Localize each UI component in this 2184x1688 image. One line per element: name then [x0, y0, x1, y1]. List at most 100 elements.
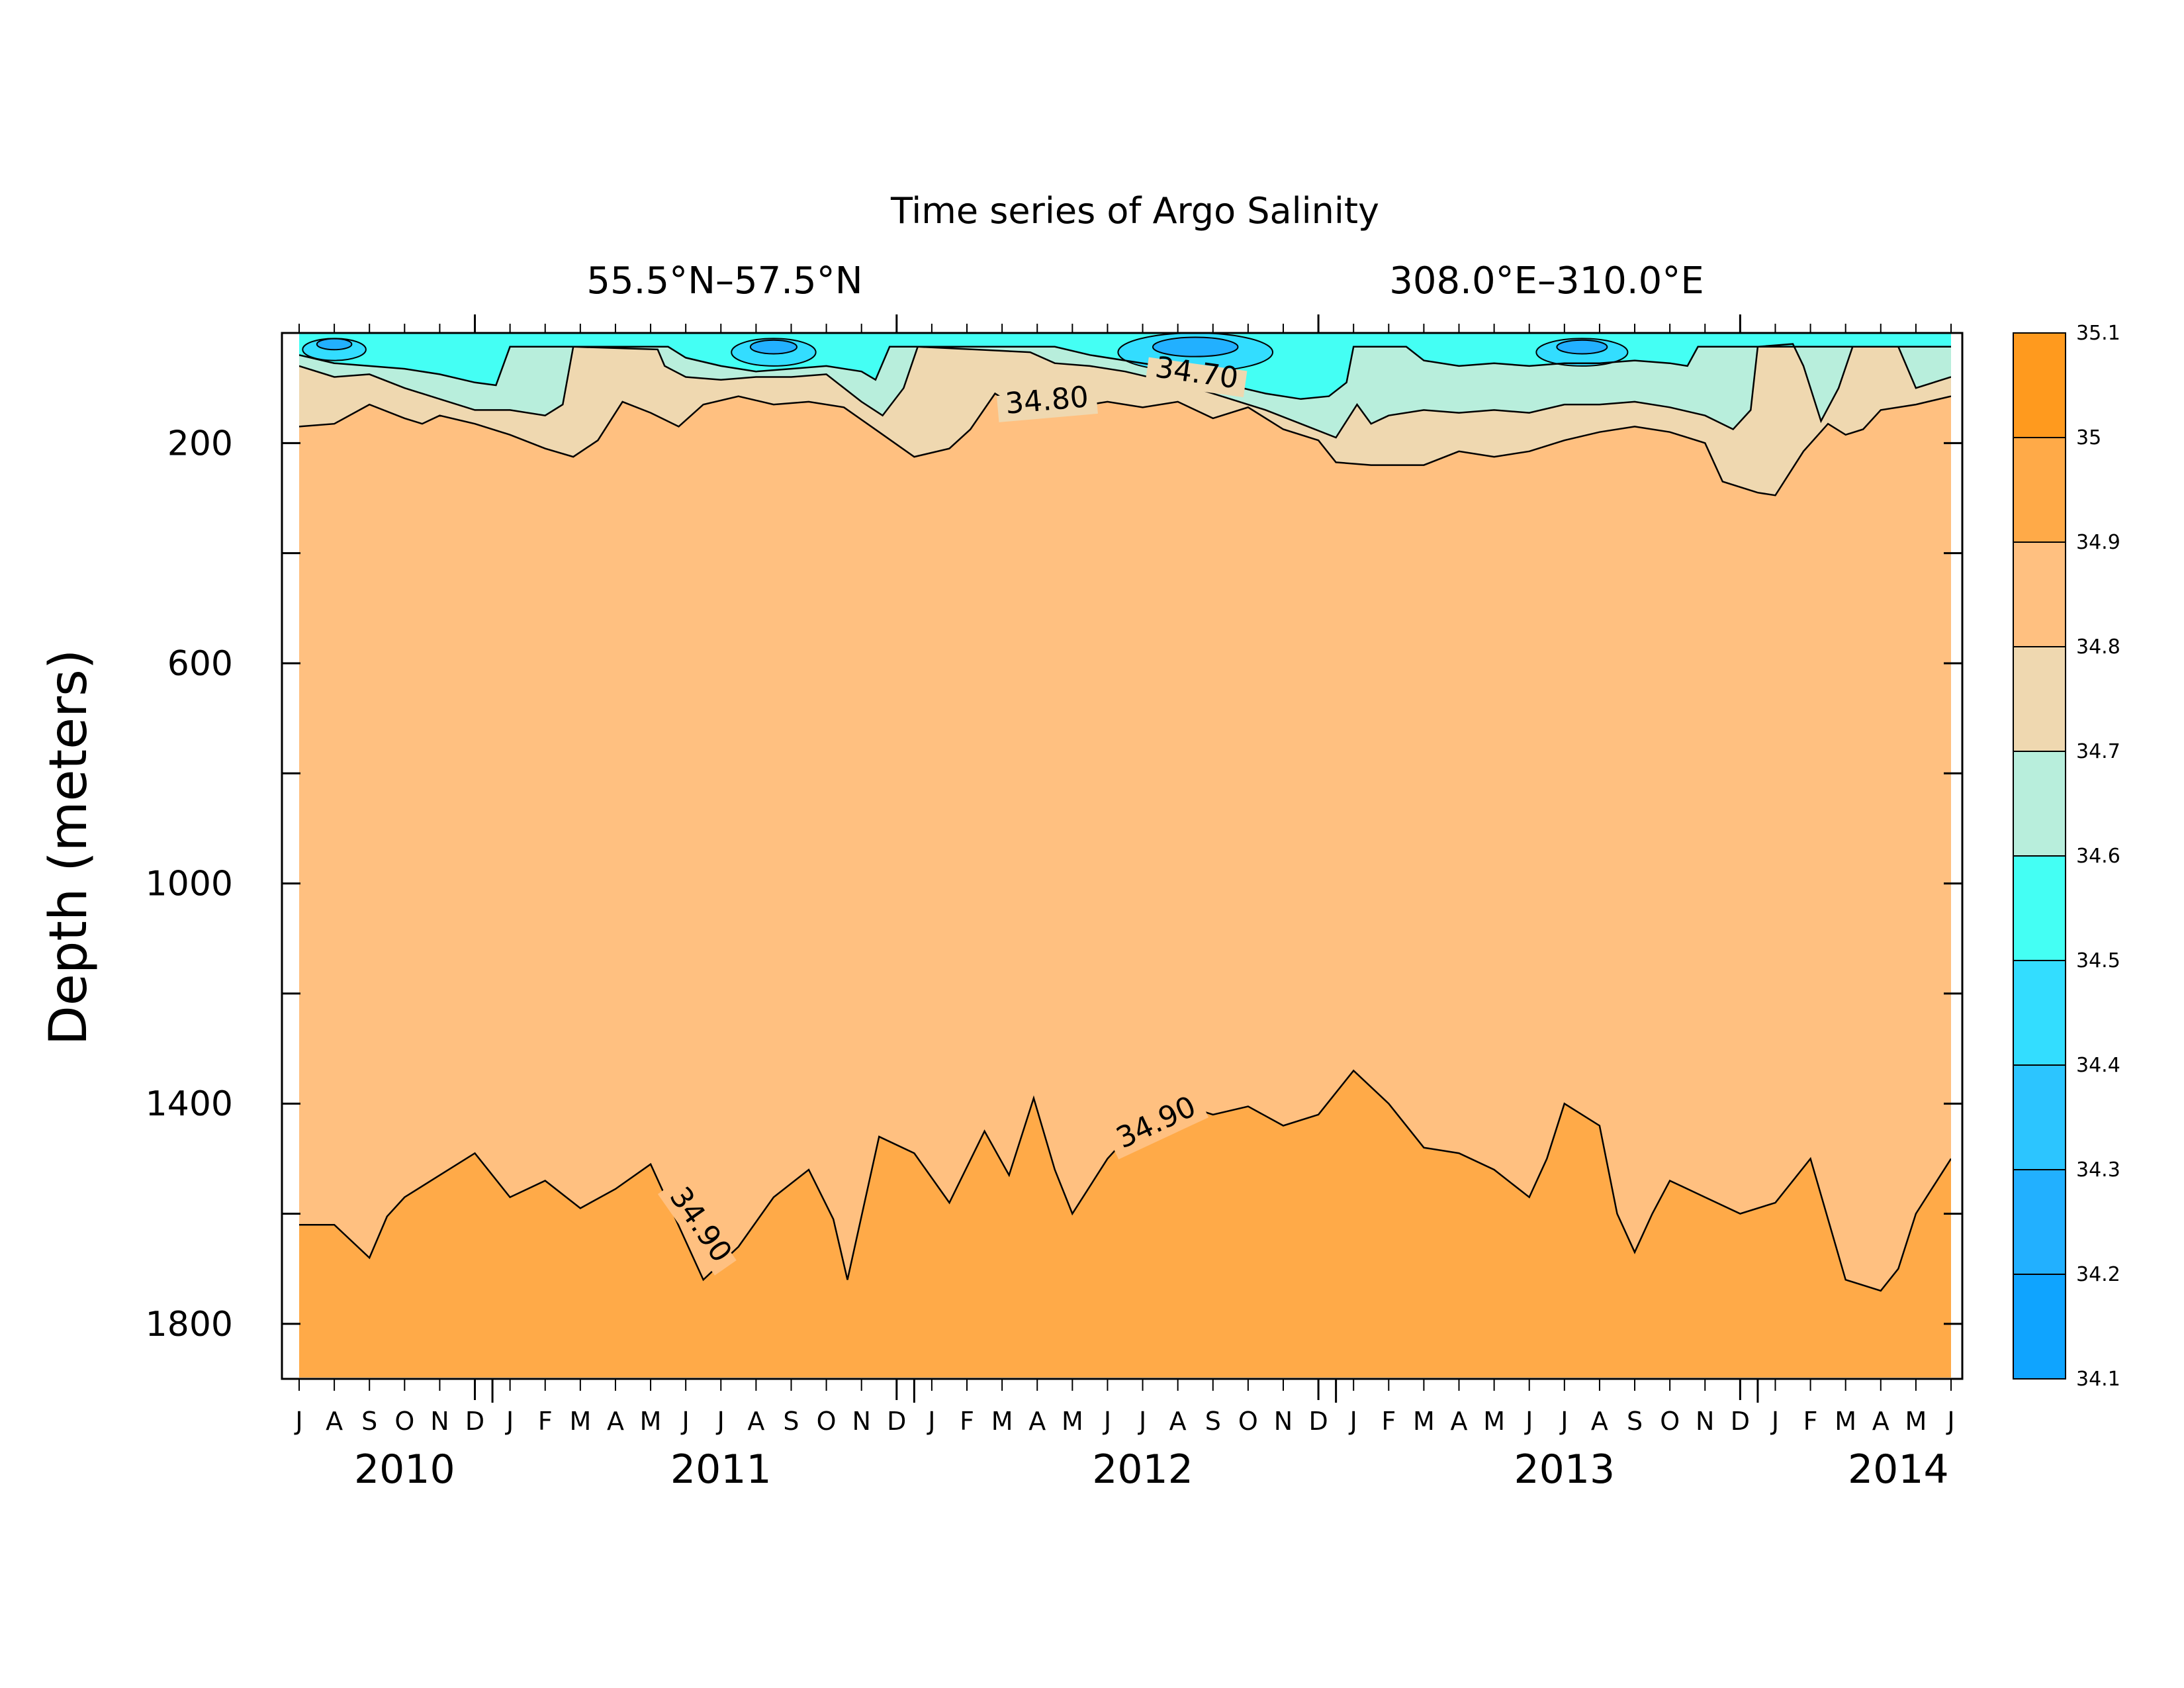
contour-fills: [299, 333, 1951, 1378]
colorbar-tick-label: 34.4: [2076, 1054, 2120, 1077]
chart-title: Time series of Argo Salinity: [890, 190, 1379, 232]
x-month-label: S: [1205, 1407, 1221, 1436]
x-month-label: J: [1103, 1407, 1111, 1436]
isoline-34.70: [299, 343, 1951, 439]
x-month-label: M: [1905, 1407, 1927, 1436]
x-month-label: M: [1062, 1407, 1083, 1436]
x-month-label: M: [569, 1407, 591, 1436]
y-tick-label: 1800: [146, 1305, 233, 1344]
longitude-range-label: 308.0°E–310.0°E: [1389, 259, 1704, 303]
colorbar-tick-label: 34.9: [2076, 531, 2120, 554]
x-month-label: S: [783, 1407, 799, 1436]
colorbar-swatch: [2013, 751, 2066, 857]
colorbar-tick-label: 35.1: [2076, 322, 2120, 345]
x-month-label: N: [1274, 1407, 1293, 1436]
contour-label-bg: [1107, 1093, 1209, 1160]
x-year-label: 2010: [354, 1446, 455, 1493]
x-month-label: A: [1169, 1407, 1187, 1436]
y-tick-label: 1000: [146, 865, 233, 904]
colorbar-swatch: [2013, 541, 2066, 647]
x-month-label: A: [1028, 1407, 1046, 1436]
x-month-label: O: [1660, 1407, 1680, 1436]
x-year-label: 2014: [1848, 1446, 1949, 1493]
colorbar-tick-label: 35: [2076, 426, 2101, 449]
x-month-label: A: [607, 1407, 624, 1436]
x-month-label: D: [1731, 1407, 1750, 1436]
x-year-label: 2012: [1092, 1446, 1193, 1493]
x-month-label: J: [1770, 1407, 1779, 1436]
latitude-range-label: 55.5°N–57.5°N: [586, 259, 862, 303]
x-month-label: M: [1483, 1407, 1505, 1436]
contour-label-bg: [657, 1178, 737, 1276]
isoline-34.80: [299, 392, 1951, 496]
low-salinity-core-0: [316, 338, 353, 351]
x-month-label: A: [747, 1407, 764, 1436]
x-month-label: J: [294, 1407, 302, 1436]
colorbar-tick-label: 34.1: [2076, 1368, 2120, 1391]
x-month-label: J: [1946, 1407, 1954, 1436]
x-month-label: J: [1524, 1407, 1533, 1436]
x-month-label: D: [1308, 1407, 1328, 1436]
colorbar-swatch: [2013, 855, 2066, 961]
x-month-label: F: [1381, 1407, 1396, 1436]
x-month-label: J: [927, 1407, 935, 1436]
x-year-label: 2011: [670, 1446, 772, 1493]
colorbar-swatch: [2013, 1274, 2066, 1380]
x-month-label: F: [1803, 1407, 1818, 1436]
x-month-label: M: [1835, 1407, 1856, 1436]
colorbar-tick-label: 34.7: [2076, 740, 2120, 763]
low-salinity-core-3: [1556, 339, 1608, 355]
x-month-label: M: [640, 1407, 662, 1436]
colorbar-tick-label: 34.8: [2076, 635, 2120, 659]
colorbar-tick-label: 34.3: [2076, 1158, 2120, 1182]
x-month-label: O: [1238, 1407, 1258, 1436]
colorbar-swatch: [2013, 1064, 2066, 1170]
x-month-label: O: [394, 1407, 414, 1436]
isoline-34.60: [299, 346, 1951, 400]
x-month-label: N: [1696, 1407, 1714, 1436]
colorbar-swatch: [2013, 437, 2066, 543]
x-month-label: D: [465, 1407, 484, 1436]
low-salinity-core-1: [749, 339, 797, 355]
x-month-label: J: [1138, 1407, 1146, 1436]
colorbar: 35.1 35 34.9 34.8 34.7 34.6 34.5 34.4 34.3 34.2 34…: [2013, 322, 2120, 1391]
colorbar-swatch: [2013, 1169, 2066, 1275]
contour-label-bg: [1145, 357, 1248, 398]
contour-label: 34.80: [1004, 380, 1090, 421]
y-tick-label: 600: [167, 644, 233, 684]
y-tick-label: 1400: [146, 1084, 233, 1124]
x-month-label: J: [505, 1407, 514, 1436]
x-month-label: N: [430, 1407, 449, 1436]
x-month-label: J: [716, 1407, 725, 1436]
x-month-label: M: [1413, 1407, 1435, 1436]
x-month-label: A: [1451, 1407, 1468, 1436]
x-month-label: N: [852, 1407, 870, 1436]
x-month-label: D: [887, 1407, 906, 1436]
contour-label-bg: [997, 387, 1098, 422]
colorbar-swatch: [2013, 332, 2066, 438]
colorbar-tick-label: 34.2: [2076, 1263, 2120, 1286]
y-axis-label: Depth (meters): [39, 649, 99, 1045]
colorbar-tick-label: 34.5: [2076, 949, 2120, 972]
x-month-label: M: [991, 1407, 1013, 1436]
y-tick-label: 200: [167, 424, 233, 463]
colorbar-swatch: [2013, 646, 2066, 752]
x-month-label: S: [1627, 1407, 1643, 1436]
low-salinity-core-2: [1152, 336, 1239, 357]
x-month-label: J: [1349, 1407, 1357, 1436]
colorbar-tick-label: 34.6: [2076, 845, 2120, 868]
x-month-label: A: [326, 1407, 343, 1436]
x-year-label: 2013: [1514, 1446, 1615, 1493]
x-month-label: J: [681, 1407, 690, 1436]
band-34.9-35.0: [299, 1070, 1951, 1378]
x-month-label: A: [1872, 1407, 1889, 1436]
x-month-label: O: [817, 1407, 837, 1436]
x-month-label: F: [538, 1407, 553, 1436]
colorbar-swatch: [2013, 960, 2066, 1066]
x-month-label: S: [361, 1407, 377, 1436]
x-month-label: A: [1591, 1407, 1608, 1436]
plot-frame: [281, 332, 1964, 1380]
